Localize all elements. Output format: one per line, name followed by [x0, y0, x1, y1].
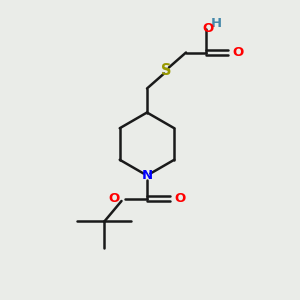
Text: N: N	[141, 169, 153, 182]
Text: S: S	[161, 63, 172, 78]
Text: O: O	[233, 46, 244, 59]
Text: O: O	[109, 192, 120, 205]
Text: H: H	[210, 16, 221, 30]
Text: O: O	[202, 22, 214, 35]
Text: O: O	[174, 192, 185, 205]
